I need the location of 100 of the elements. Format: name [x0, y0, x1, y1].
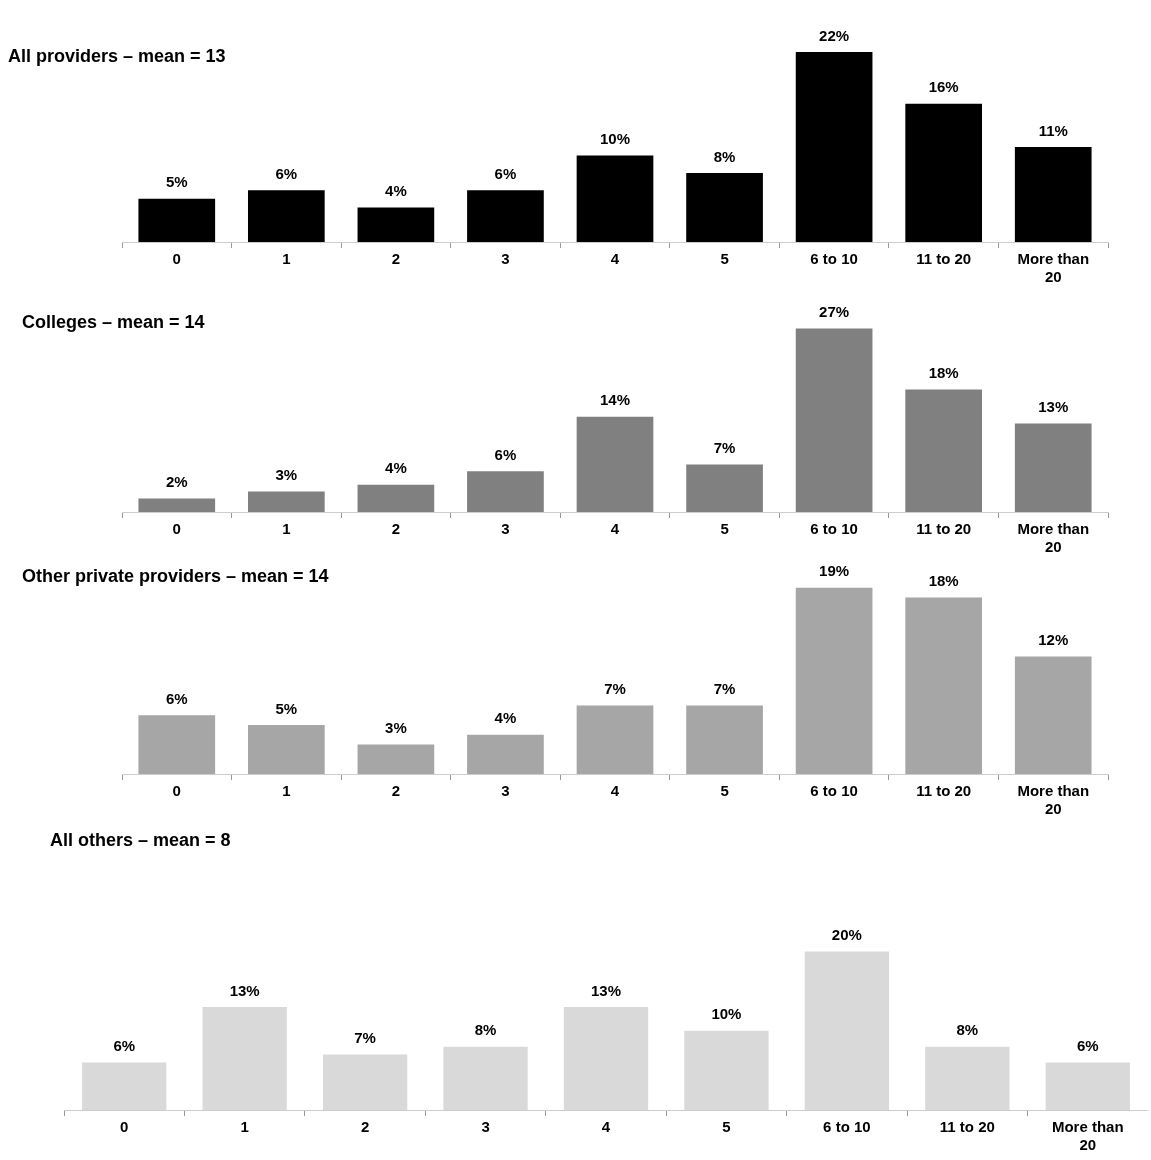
data-label: 4% [494, 709, 517, 727]
bar [1014, 656, 1092, 774]
x-tick-label: 0 [120, 1118, 129, 1136]
bar [905, 597, 983, 774]
data-label: 13% [229, 981, 260, 999]
data-label: 8% [474, 1021, 497, 1039]
data-label: 16% [928, 78, 959, 96]
bar [247, 190, 325, 242]
x-tick-label: 6 to 10 [810, 782, 858, 800]
bar [804, 951, 890, 1110]
bar [686, 705, 763, 774]
data-label: 7% [713, 439, 736, 457]
bar [357, 744, 435, 774]
bar [686, 464, 763, 512]
x-tick-label: 6 to 10 [810, 520, 858, 538]
bar [138, 498, 216, 512]
x-tick-label: 5 [720, 782, 729, 800]
bar [357, 207, 435, 242]
bar [1014, 423, 1092, 512]
x-tick-label: 5 [720, 520, 729, 538]
bar [795, 51, 873, 242]
x-tick-label: 4 [610, 782, 620, 800]
data-label: 19% [819, 562, 850, 580]
bar [1014, 146, 1092, 242]
bar [247, 491, 325, 512]
data-label: 14% [599, 391, 631, 409]
bar [138, 198, 216, 242]
data-label: 8% [713, 147, 736, 165]
data-label: 4% [385, 459, 407, 477]
data-label: 4% [385, 182, 407, 200]
data-label: 6% [275, 164, 298, 182]
data-label: 22% [819, 26, 850, 44]
x-tick-label: More than 20 [1017, 250, 1090, 286]
data-label: 12% [1038, 631, 1069, 649]
bar [576, 155, 654, 242]
bar [686, 172, 763, 242]
data-label: 11% [1038, 121, 1068, 139]
bar [467, 734, 544, 774]
x-tick-label: 3 [501, 782, 510, 800]
data-label: 7% [354, 1029, 376, 1047]
x-tick-label: 1 [240, 1118, 249, 1136]
x-tick-label: More than 20 [1017, 520, 1090, 556]
data-label: 6% [494, 445, 517, 463]
data-label: 13% [590, 981, 622, 999]
bar [684, 1030, 769, 1110]
x-tick-label: 6 to 10 [810, 250, 858, 268]
x-tick-label: 4 [601, 1118, 611, 1136]
x-tick-label: 3 [481, 1118, 490, 1136]
data-label: 20% [831, 926, 862, 944]
chart-title: Other private providers – mean = 14 [22, 566, 329, 587]
bar [563, 1007, 649, 1110]
chart-title: All providers – mean = 13 [8, 46, 226, 67]
x-tick-label: 2 [391, 520, 401, 538]
data-label: 3% [275, 466, 298, 484]
x-tick-label: 3 [501, 520, 510, 538]
data-label: 7% [713, 680, 736, 698]
bar [467, 190, 544, 242]
data-label: 5% [275, 699, 298, 717]
bar [443, 1046, 528, 1110]
data-label: 18% [928, 364, 959, 382]
x-tick-label: 0 [172, 250, 181, 268]
x-tick-label: 3 [501, 250, 510, 268]
bar [576, 705, 654, 774]
data-label: 10% [599, 130, 631, 148]
data-label: 8% [956, 1021, 979, 1039]
x-tick-label: 6 to 10 [823, 1118, 871, 1136]
data-label: 6% [165, 689, 188, 707]
bar [795, 328, 873, 512]
x-tick-label: 11 to 20 [916, 520, 972, 538]
x-tick-label: 4 [610, 520, 620, 538]
data-label: 13% [1038, 398, 1069, 416]
bar [467, 471, 544, 512]
x-tick-label: 2 [360, 1118, 370, 1136]
data-label: 18% [928, 572, 959, 590]
bar [322, 1054, 408, 1110]
data-label: 3% [385, 719, 407, 737]
bar [795, 587, 873, 774]
bar [576, 416, 654, 512]
x-tick-label: 0 [172, 782, 181, 800]
x-tick-label: 1 [282, 520, 291, 538]
x-tick-label: 11 to 20 [916, 782, 972, 800]
bar [138, 715, 216, 774]
x-tick-label: 0 [172, 520, 181, 538]
x-tick-label: 11 to 20 [939, 1118, 995, 1136]
bar [357, 484, 435, 512]
x-tick-label: 1 [282, 250, 291, 268]
bar [905, 103, 983, 242]
bar [925, 1046, 1010, 1110]
bar [202, 1007, 287, 1110]
x-tick-label: 2 [391, 782, 401, 800]
data-label: 27% [819, 303, 850, 321]
data-label: 6% [113, 1037, 136, 1055]
x-tick-label: 5 [720, 250, 729, 268]
data-label: 10% [711, 1005, 742, 1023]
bar [1045, 1062, 1130, 1110]
bar [905, 389, 983, 512]
x-tick-label: 1 [282, 782, 291, 800]
x-tick-label: 11 to 20 [916, 250, 972, 268]
chart-title: Colleges – mean = 14 [22, 312, 205, 333]
data-label: 6% [494, 164, 517, 182]
